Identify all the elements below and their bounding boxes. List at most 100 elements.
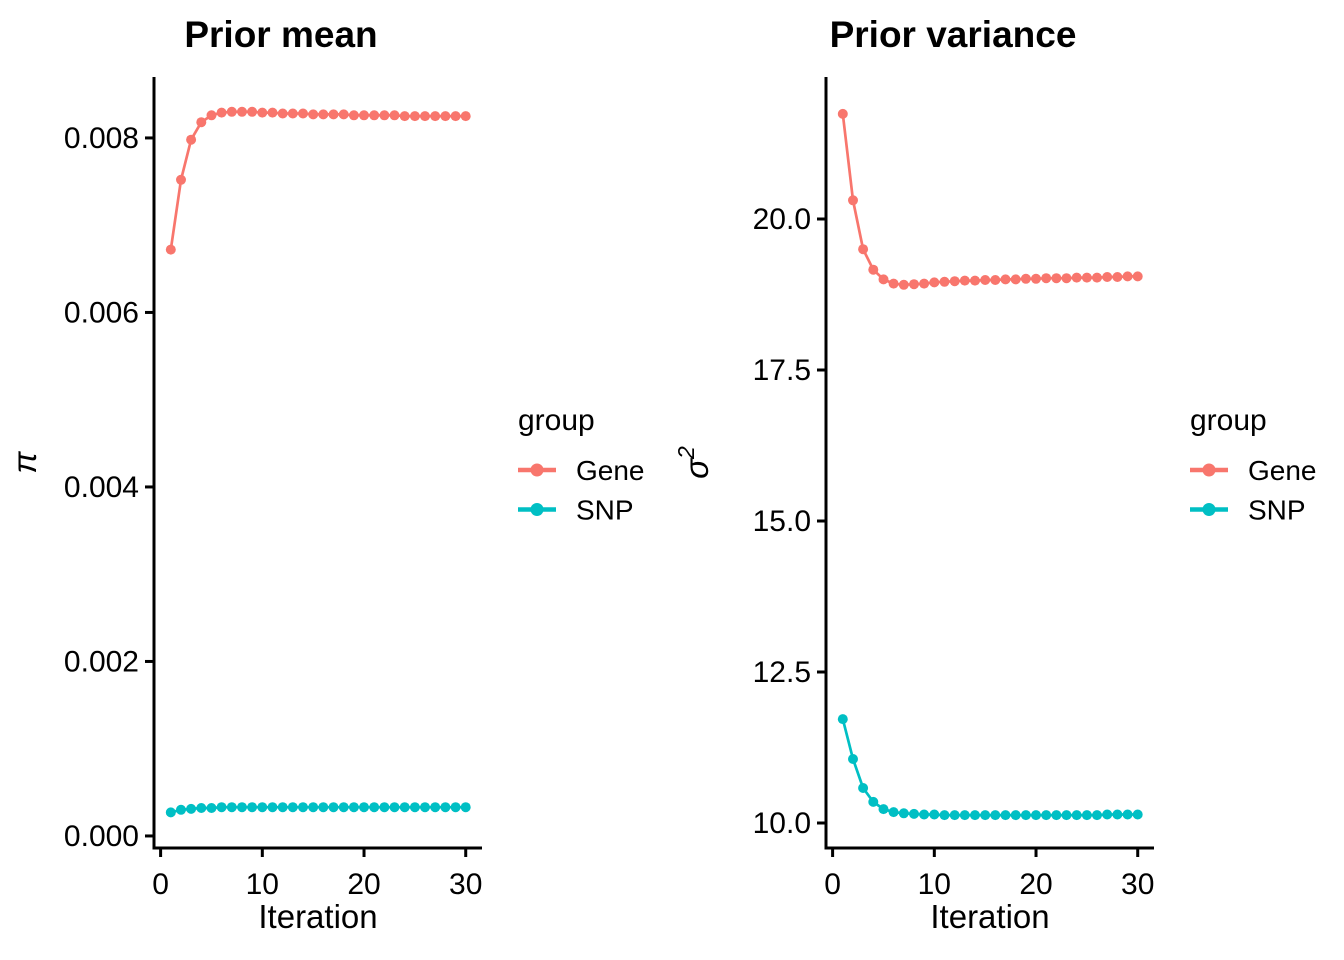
data-point-gene: [868, 264, 879, 275]
data-point-snp: [858, 783, 869, 793]
data-point-snp: [318, 802, 329, 813]
data-point-gene: [909, 279, 919, 290]
data-point-snp: [888, 807, 899, 818]
data-point-snp: [409, 802, 420, 813]
data-point-snp: [1061, 810, 1072, 821]
x-tick-label: 10: [918, 868, 951, 901]
data-point-gene: [318, 109, 329, 120]
data-point-gene: [348, 110, 359, 121]
y-axis-label: σ2: [673, 446, 715, 479]
data-point-gene: [949, 276, 960, 287]
data-point-snp: [440, 802, 451, 813]
data-point-gene: [970, 275, 980, 286]
data-point-snp: [949, 810, 960, 821]
data-point-gene: [359, 110, 369, 121]
data-point-gene: [287, 108, 298, 119]
y-tick-label: 17.5: [753, 354, 811, 387]
prior-mean-svg: Prior mean 0 10 20 30 0.000 0.002 0.004 0.006 0.0…: [6, 14, 645, 935]
chart-title: Prior mean: [184, 14, 377, 55]
data-point-snp: [868, 796, 879, 807]
data-point-snp: [1000, 810, 1011, 821]
series-line-gene: [841, 113, 1138, 287]
data-point-gene: [1051, 273, 1062, 284]
data-point-snp: [430, 802, 441, 813]
x-tick-label: 20: [1019, 868, 1052, 901]
prior-mean-chart: Prior mean 0 10 20 30 0.000 0.002 0.004 0.006 0.0…: [6, 14, 645, 935]
data-point-gene: [1071, 272, 1082, 283]
data-point-snp: [359, 802, 369, 813]
data-point-snp: [308, 802, 319, 813]
series-points-gene: [165, 106, 471, 255]
x-tick-label: 20: [347, 868, 380, 901]
series-points-snp: [837, 714, 1143, 821]
y-tick-label: 0.006: [64, 296, 139, 329]
data-point-snp: [267, 802, 278, 813]
y-tick-label: 0.004: [64, 471, 139, 504]
x-tick-label: 30: [449, 868, 482, 901]
legend-entry-gene: Gene: [518, 455, 645, 486]
legend-entry-snp: SNP: [1190, 495, 1306, 526]
legend-title: group: [1190, 404, 1267, 437]
data-point-snp: [389, 802, 400, 813]
data-point-snp: [1071, 810, 1082, 821]
data-point-gene: [848, 195, 858, 206]
data-point-snp: [277, 802, 288, 813]
data-point-gene: [980, 275, 991, 285]
legend-key-point-gene: [1202, 463, 1216, 477]
data-point-snp: [1020, 810, 1031, 821]
data-point-gene: [328, 109, 339, 120]
legend-key-point-snp: [1202, 503, 1216, 516]
data-point-snp: [206, 803, 217, 813]
data-point-gene: [1020, 273, 1031, 284]
data-point-gene: [919, 278, 930, 289]
data-point-gene: [247, 106, 258, 117]
data-point-gene: [176, 174, 186, 185]
data-point-snp: [848, 754, 858, 764]
data-point-gene: [399, 111, 410, 122]
data-point-snp: [287, 802, 298, 813]
data-point-gene: [1041, 273, 1052, 284]
data-point-gene: [990, 275, 1001, 285]
data-point-snp: [216, 802, 227, 813]
data-point-gene: [959, 275, 970, 286]
data-point-gene: [939, 276, 950, 287]
data-point-snp: [369, 802, 380, 813]
data-point-snp: [298, 802, 308, 813]
legend-label-gene: Gene: [1248, 455, 1317, 486]
data-point-snp: [450, 802, 461, 813]
data-point-snp: [1010, 810, 1021, 821]
data-point-gene: [888, 278, 899, 289]
prior-variance-chart: Prior variance 0 10 20 30 10.0 12.5 15.0 17.5 20.…: [672, 0, 1344, 960]
data-point-snp: [379, 802, 390, 813]
data-point-gene: [389, 110, 400, 121]
data-point-snp: [226, 802, 237, 813]
legend-label-snp: SNP: [576, 495, 634, 526]
data-point-snp: [247, 802, 258, 813]
data-point-snp: [1122, 809, 1133, 820]
data-point-snp: [165, 807, 176, 818]
data-point-gene: [298, 108, 308, 119]
legend-key-point-snp: [530, 503, 544, 516]
data-point-gene: [257, 107, 268, 118]
series-points-snp: [165, 802, 471, 818]
data-point-gene: [186, 134, 197, 145]
data-point-snp: [1081, 810, 1092, 821]
legend-label-gene: Gene: [576, 455, 645, 486]
data-point-snp: [460, 802, 471, 813]
legend-entry-snp: SNP: [518, 495, 634, 526]
data-point-gene: [226, 106, 237, 117]
data-point-gene: [460, 111, 471, 122]
data-point-gene: [450, 111, 461, 122]
data-point-gene: [409, 111, 420, 122]
y-tick-label: 0.008: [64, 122, 139, 155]
x-axis-label: Iteration: [258, 898, 377, 935]
data-point-gene: [267, 107, 278, 118]
data-point-snp: [1112, 809, 1123, 820]
data-point-snp: [348, 802, 359, 813]
y-tick-label: 10.0: [753, 807, 811, 840]
legend: group Gene SNP: [1190, 404, 1317, 526]
data-point-snp: [878, 804, 889, 815]
data-point-gene: [277, 108, 288, 119]
data-point-gene: [206, 110, 217, 121]
